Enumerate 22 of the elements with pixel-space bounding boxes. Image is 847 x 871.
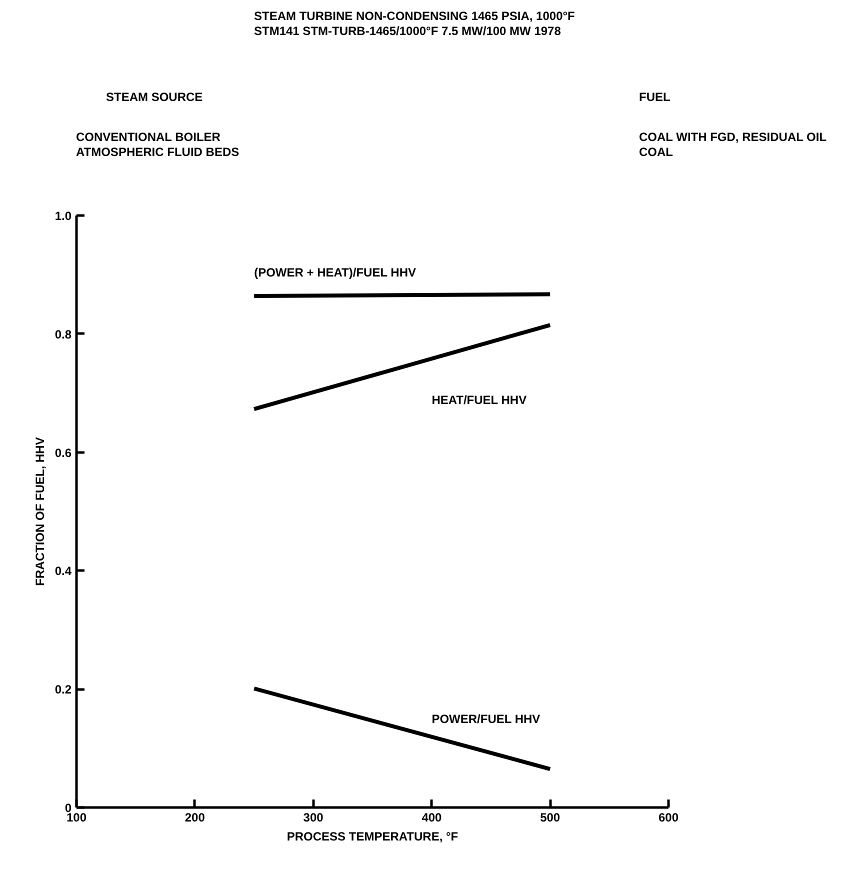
x-tick-label: 100: [66, 810, 87, 824]
series-label: POWER/FUEL HHV: [432, 712, 540, 726]
x-tick-label: 500: [540, 810, 560, 824]
text: FUEL: [639, 90, 670, 105]
chart-title: STEAM TURBINE NON-CONDENSING 1465 PSIA, 1000°F: [254, 9, 575, 24]
text: COAL WITH FGD, RESIDUAL OIL COAL: [639, 130, 827, 160]
series-label: (POWER + HEAT)/FUEL HHV: [254, 265, 416, 280]
text: STEAM SOURCE: [106, 90, 203, 105]
x-tick-label: 200: [184, 810, 206, 824]
y-axis-title: FRACTION OF FUEL, HHV: [32, 437, 47, 586]
y-tick-label: 0.2: [54, 682, 72, 697]
x-tick-label: 600: [658, 810, 679, 824]
text: CONVENTIONAL BOILER ATMOSPHERIC FLUID BEDS: [76, 130, 240, 160]
x-tick-label: 300: [303, 810, 324, 824]
y-tick-label: 0.4: [54, 564, 72, 578]
chart-subtitle: STM141 STM-TURB-1465/1000°F 7.5 MW/100 MW 1978: [254, 24, 561, 39]
x-tick-label: 400: [422, 810, 442, 824]
y-tick-label: 0.6: [54, 446, 72, 460]
y-tick-label: 0.8: [54, 327, 72, 342]
x-axis-title: PROCESS TEMPERATURE, °F: [286, 830, 458, 844]
y-tick-label: 1.0: [54, 209, 72, 223]
text: HEAT/FUEL HHV: [432, 393, 527, 408]
